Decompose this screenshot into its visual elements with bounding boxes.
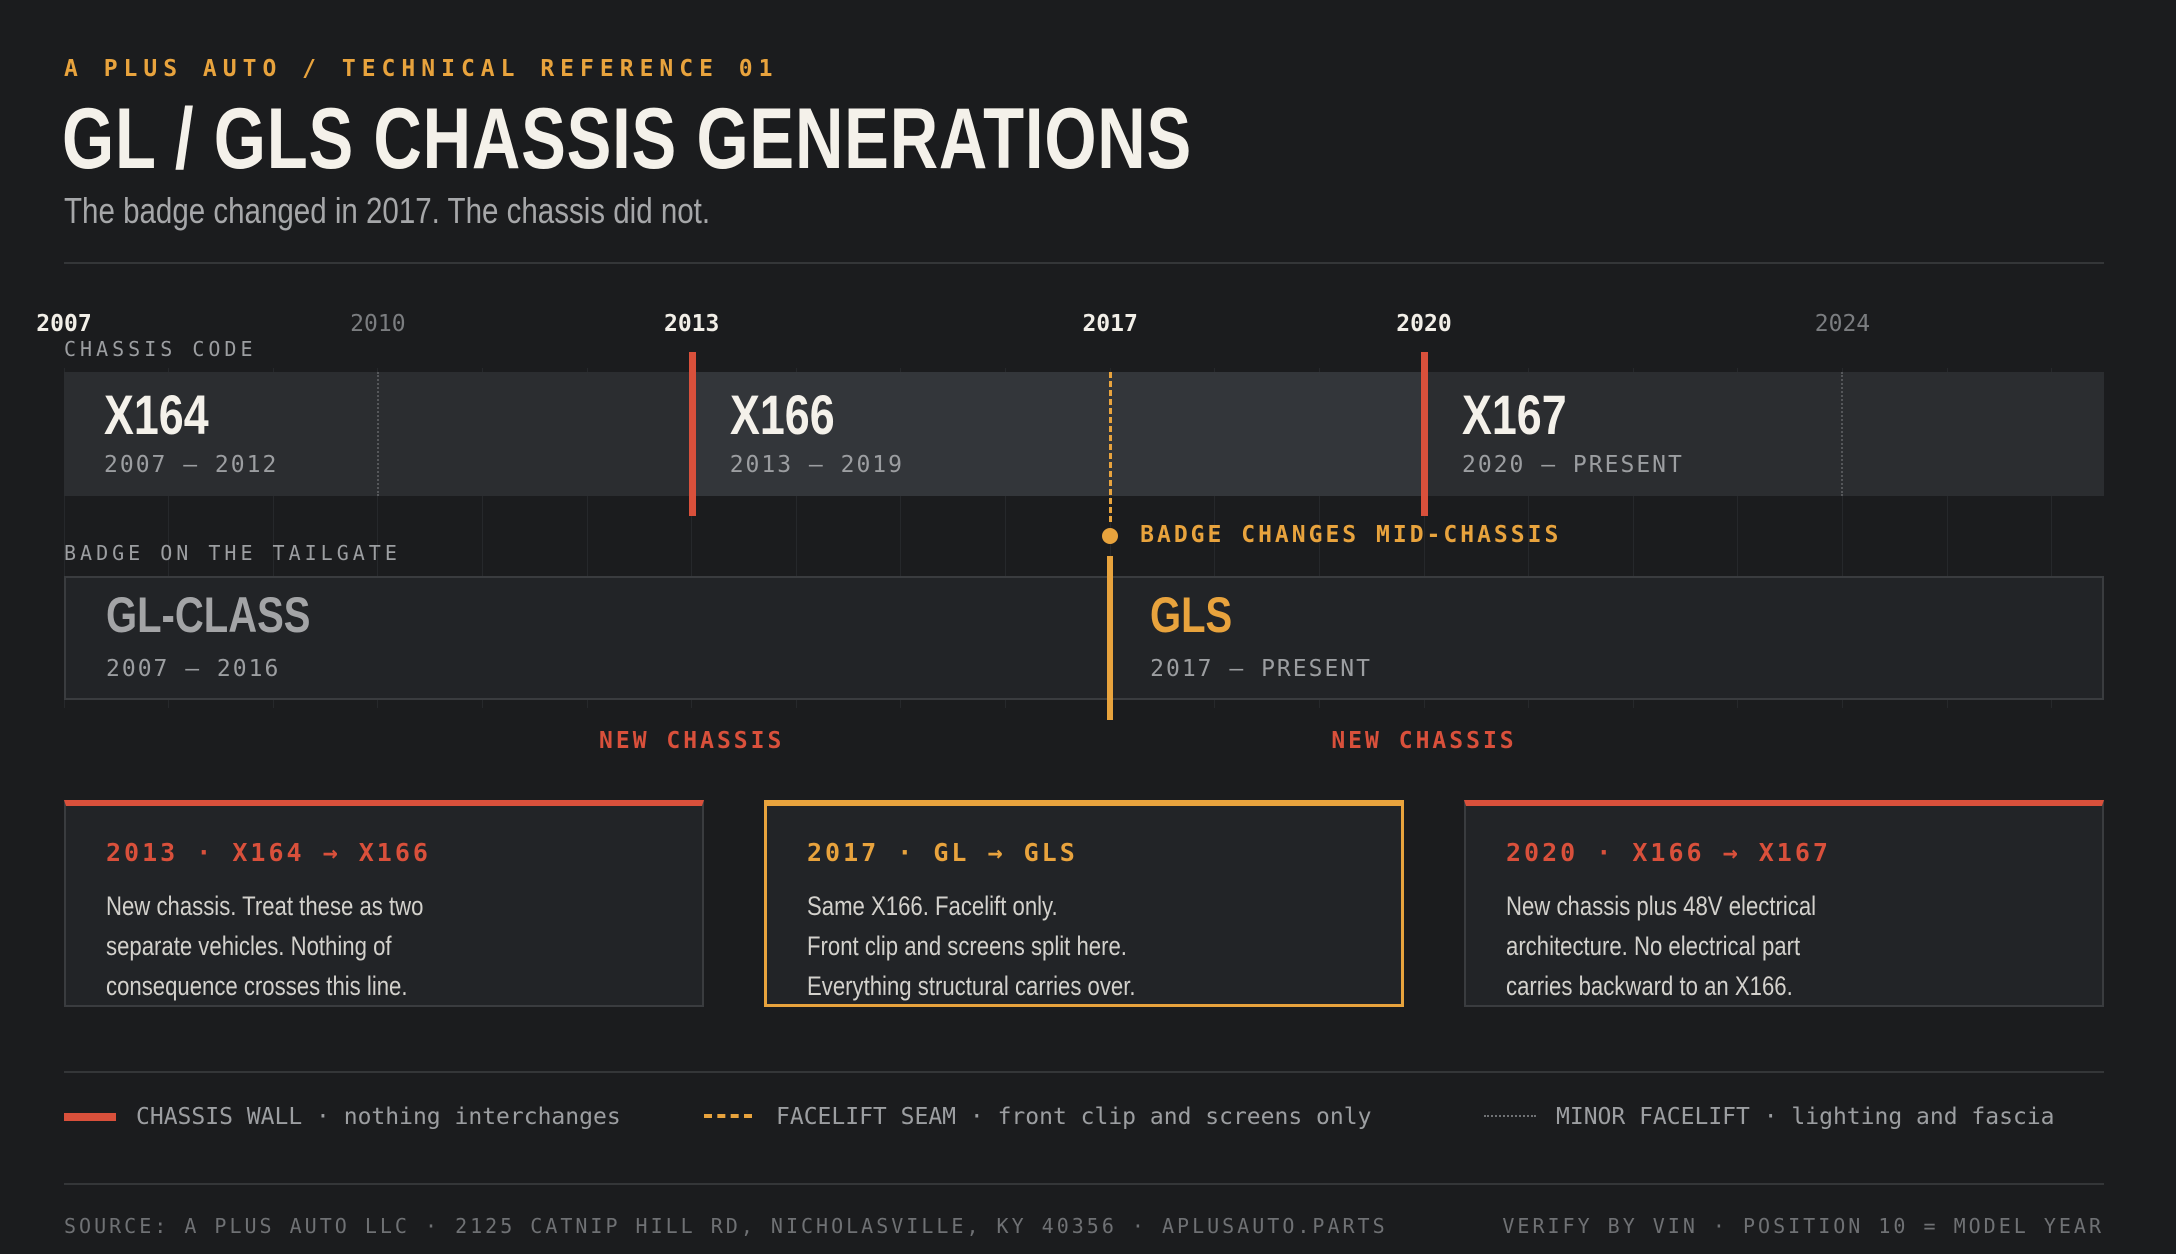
badge-name: GLS	[1150, 587, 1233, 643]
year-tick-label: 2017	[1082, 311, 1138, 337]
year-gridline	[795, 368, 797, 708]
legend-minor-facelift-desc: lighting and fascia	[1791, 1104, 2055, 1130]
change-card: 2013 · X164 → X166 New chassis. Treat the…	[64, 800, 704, 1007]
legend-facelift-seam-title: FACELIFT SEAM	[776, 1104, 957, 1130]
badge-change-label: BADGE CHANGES MID-CHASSIS	[1140, 522, 1562, 548]
badge-years: 2007 – 2016	[106, 656, 281, 682]
year-gridline	[900, 368, 902, 708]
card-body: Same X166. Facelift only. Front clip and …	[807, 886, 1136, 1006]
legend-minor-facelift: MINOR FACELIFT · lighting and fascia	[1556, 1104, 2055, 1130]
year-gridline	[377, 368, 379, 708]
facelift-seam-swatch	[704, 1114, 752, 1118]
card-line: architecture. No electrical part	[1506, 931, 1801, 961]
legend-chassis-wall: CHASSIS WALL · nothing interchanges	[136, 1104, 621, 1130]
legend-divider-top	[64, 1071, 2104, 1073]
legend-facelift-seam-desc: front clip and screens only	[997, 1104, 1372, 1130]
new-chassis-label: NEW CHASSIS	[599, 728, 785, 754]
footer-source: SOURCE: A PLUS AUTO LLC · 2125 CATNIP HI…	[64, 1214, 1388, 1238]
year-gridline	[1632, 368, 1634, 708]
year-gridline	[1423, 368, 1425, 708]
minor-facelift-swatch	[1484, 1115, 1536, 1117]
chassis-wall	[1421, 352, 1428, 516]
year-tick-label: 2007	[36, 311, 92, 337]
legend-facelift-seam: FACELIFT SEAM · front clip and screens o…	[776, 1104, 1372, 1130]
card-line: consequence crosses this line.	[106, 971, 408, 1001]
badge-name: GL-CLASS	[106, 587, 311, 643]
change-card: 2017 · GL → GLS Same X166. Facelift only.…	[764, 800, 1404, 1007]
badge-years: 2017 – PRESENT	[1150, 656, 1373, 682]
chassis-row-label: CHASSIS CODE	[64, 337, 257, 361]
card-line: separate vehicles. Nothing of	[106, 931, 392, 961]
card-line: carries backward to an X166.	[1506, 971, 1793, 1001]
card-line: New chassis. Treat these as two	[106, 891, 424, 921]
card-line: Front clip and screens split here.	[807, 931, 1127, 961]
badge-change-dot	[1102, 528, 1119, 544]
year-gridline	[1737, 368, 1739, 708]
header-divider	[64, 262, 2104, 264]
legend-minor-facelift-title: MINOR FACELIFT	[1556, 1104, 1750, 1130]
badge-band: GL-CLASS 2007 – 2016	[64, 576, 1111, 700]
year-gridline	[586, 368, 588, 708]
page-title: GL / GLS CHASSIS GENERATIONS	[62, 91, 1193, 187]
footer-divider	[64, 1183, 2104, 1185]
card-body: New chassis plus 48V electrical architect…	[1506, 886, 1816, 1006]
card-body: New chassis. Treat these as two separate …	[106, 886, 423, 1006]
minor-facelift-line	[1841, 372, 1844, 496]
chassis-band: X167 2020 – PRESENT	[1424, 372, 2104, 496]
change-card: 2020 · X166 → X167 New chassis plus 48V e…	[1464, 800, 2104, 1007]
minor-facelift-line	[376, 372, 379, 496]
chassis-wall	[688, 352, 696, 516]
chassis-code: X164	[104, 383, 209, 446]
chassis-code: X166	[729, 383, 835, 446]
card-heading: 2020 · X166 → X167	[1506, 838, 1831, 867]
year-tick-label: 2020	[1396, 311, 1452, 337]
year-gridline	[272, 368, 274, 708]
year-tick-label: 2010	[350, 311, 406, 337]
report-kicker: A PLUS AUTO / TECHNICAL REFERENCE 01	[64, 56, 779, 82]
card-line: Everything structural carries over.	[807, 971, 1136, 1001]
year-gridline	[1005, 368, 1007, 708]
year-gridline	[1841, 368, 1843, 708]
chassis-code: X167	[1462, 383, 1567, 446]
card-heading: 2013 · X164 → X166	[106, 838, 431, 867]
page-subtitle: The badge changed in 2017. The chassis d…	[64, 190, 711, 231]
badge-band: GLS 2017 – PRESENT	[1110, 576, 2104, 700]
footer-verify: VERIFY BY VIN · POSITION 10 = MODEL YEAR	[1502, 1214, 2104, 1238]
year-gridline	[1946, 368, 1948, 708]
legend-chassis-wall-title: CHASSIS WALL	[136, 1104, 303, 1130]
chassis-wall-swatch	[64, 1113, 116, 1121]
chassis-years: 2013 – 2019	[729, 452, 905, 478]
year-gridline	[63, 368, 65, 708]
card-line: New chassis plus 48V electrical	[1506, 891, 1817, 921]
badge-change-line	[1107, 556, 1114, 720]
year-gridline	[1528, 368, 1530, 708]
year-gridline	[1214, 368, 1216, 708]
card-line: Same X166. Facelift only.	[807, 891, 1058, 921]
new-chassis-label: NEW CHASSIS	[1331, 728, 1517, 754]
year-tick-label: 2024	[1814, 311, 1871, 337]
facelift-seam-line	[1108, 372, 1112, 522]
chassis-years: 2020 – PRESENT	[1462, 452, 1684, 478]
badge-row-label: BADGE ON THE TAILGATE	[64, 541, 401, 565]
year-gridline	[2051, 368, 2053, 708]
chassis-years: 2007 – 2012	[104, 452, 279, 478]
year-tick-label: 2013	[663, 311, 720, 337]
year-gridline	[168, 368, 170, 708]
legend-chassis-wall-desc: nothing interchanges	[343, 1104, 621, 1130]
year-gridline	[1318, 368, 1320, 708]
year-gridline	[691, 368, 693, 708]
chassis-band: X166 2013 – 2019	[691, 372, 1424, 496]
card-heading: 2017 · GL → GLS	[807, 838, 1078, 867]
year-gridline	[481, 368, 483, 708]
